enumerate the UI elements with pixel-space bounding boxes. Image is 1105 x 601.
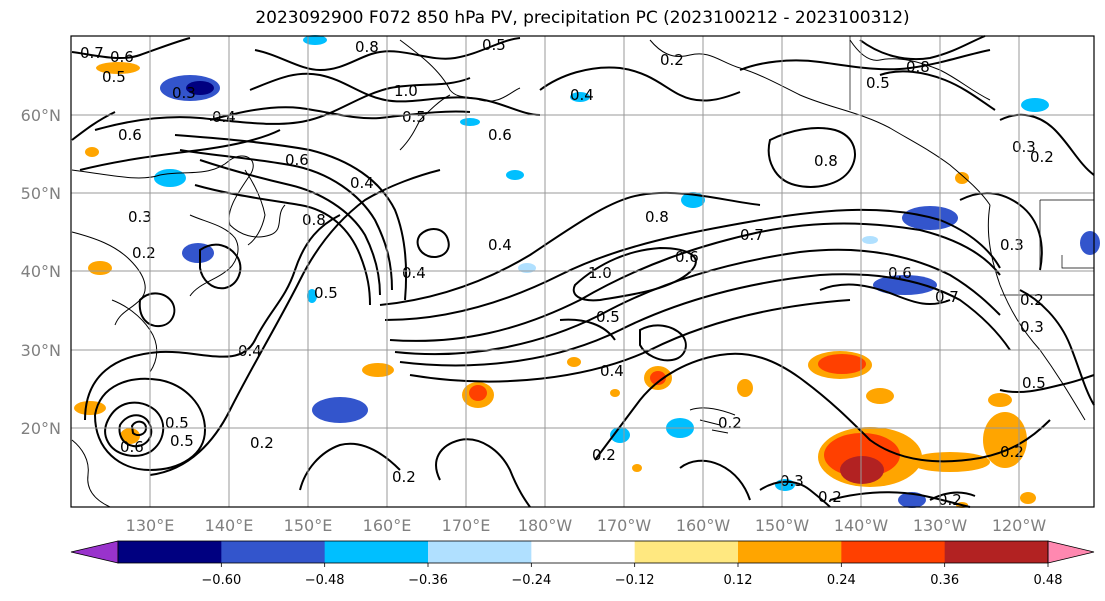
colorbar-tick-label: −0.12 <box>615 573 655 588</box>
longitude-label: 130°W <box>913 516 968 535</box>
contour-label: 0.6 <box>285 151 309 169</box>
longitude-label: 150°E <box>284 516 333 535</box>
contour-label: 0.2 <box>132 244 156 262</box>
contour-label: 0.4 <box>402 264 426 282</box>
contour-label: 0.2 <box>938 491 962 509</box>
contour-label: 0.5 <box>314 284 338 302</box>
colorbar-segment <box>738 541 842 563</box>
contour-label: 0.3 <box>128 208 152 226</box>
longitude-label: 180°W <box>518 516 573 535</box>
contour-label: 0.2 <box>1030 148 1054 166</box>
colorbar-segment <box>841 541 946 563</box>
longitude-label: 140°E <box>205 516 254 535</box>
contour-label: 1.0 <box>588 264 612 282</box>
contour-label: 0.3 <box>1020 318 1044 336</box>
contour-label: 0.4 <box>570 86 594 104</box>
contour-label: 0.8 <box>814 152 838 170</box>
latitude-label: 60°N <box>21 106 61 125</box>
political-borders <box>849 36 1094 296</box>
contour-label: 0.2 <box>818 488 842 506</box>
contour-label: 0.3 <box>780 472 804 490</box>
contour-label: 0.3 <box>1012 138 1036 156</box>
colorbar-segment <box>634 541 739 563</box>
contour-label: 0.4 <box>212 108 236 126</box>
contour-label: 0.2 <box>392 468 416 486</box>
colorbar-tick-label: −0.36 <box>408 573 448 588</box>
contour-label: 0.2 <box>718 414 742 432</box>
colorbar-tick-label: 0.24 <box>827 573 856 588</box>
colorbar-tick-label: 0.12 <box>724 573 753 588</box>
contour-label: 0.4 <box>600 362 624 380</box>
contour-label: 0.2 <box>1020 291 1044 309</box>
contour-label: 0.3 <box>1000 236 1024 254</box>
graticule <box>71 36 1094 507</box>
longitude-label: 150°W <box>755 516 810 535</box>
contour-label: 0.2 <box>1000 443 1024 461</box>
contour-label: 0.5 <box>596 308 620 326</box>
contour-label: 0.4 <box>350 174 374 192</box>
contour-label: 0.2 <box>250 434 274 452</box>
contour-label: 0.6 <box>118 126 142 144</box>
contour-label: 0.2 <box>660 51 684 69</box>
contour-label: 0.5 <box>1022 374 1046 392</box>
contour-label: 0.6 <box>120 438 144 456</box>
contour-label: 0.5 <box>866 74 890 92</box>
contour-label: 0.5 <box>170 432 194 450</box>
latitude-label: 20°N <box>21 419 61 438</box>
contour-label: 1.0 <box>394 82 418 100</box>
contour-label: 0.5 <box>102 68 126 86</box>
map-frame <box>70 35 1095 508</box>
contour-label: 0.7 <box>740 226 764 244</box>
colorbar: −0.60 −0.48 −0.36 −0.24 −0.12 0.12 0.24 0.36 0.4… <box>70 540 1095 588</box>
colorbar-tick-label: −0.48 <box>305 573 345 588</box>
colorbar-segment <box>531 541 636 563</box>
colorbar-tick-label: 0.48 <box>1034 573 1063 588</box>
latitude-label: 50°N <box>21 184 61 203</box>
colorbar-segment <box>428 541 532 563</box>
contour-label: 0.6 <box>488 126 512 144</box>
colorbar-tick-label: −0.24 <box>511 573 551 588</box>
contour-label: 0.8 <box>302 211 326 229</box>
longitude-label: 130°E <box>126 516 175 535</box>
latitude-label: 30°N <box>21 341 61 360</box>
contour-label: 0.8 <box>906 58 930 76</box>
contour-labels: 0.7 0.5 0.6 0.8 0.5 1.0 0.4 0.3 0.5 0.4 … <box>80 36 1054 509</box>
contour-label: 0.8 <box>355 38 379 56</box>
colorbar-segment <box>944 541 1049 563</box>
longitude-labels: 130°E 140°E 150°E 160°E 170°E 180°W 170°W 160°W… <box>126 516 1047 535</box>
longitude-label: 140°W <box>834 516 889 535</box>
precipitation-shading <box>74 35 1100 508</box>
contour-label: 0.7 <box>935 288 959 306</box>
contour-label: 0.6 <box>110 48 134 66</box>
contour-label: 0.6 <box>675 248 699 266</box>
longitude-label: 160°E <box>363 516 412 535</box>
contour-label: 0.4 <box>488 236 512 254</box>
colorbar-segment <box>221 541 326 563</box>
contour-label: 0.5 <box>482 36 506 54</box>
colorbar-tick-label: −0.60 <box>201 573 241 588</box>
colorbar-segment <box>324 541 429 563</box>
contour-label: 0.5 <box>402 108 426 126</box>
latitude-label: 40°N <box>21 262 61 281</box>
contour-label: 0.2 <box>592 446 616 464</box>
longitude-label: 170°E <box>442 516 491 535</box>
map-title: 2023092900 F072 850 hPa PV, precipitatio… <box>255 8 910 28</box>
colorbar-outline <box>117 540 1049 564</box>
latitude-labels: 60°N 50°N 40°N 30°N 20°N <box>21 106 61 438</box>
contour-label: 0.4 <box>238 342 262 360</box>
longitude-label: 170°W <box>597 516 652 535</box>
longitude-label: 120°W <box>992 516 1047 535</box>
colorbar-extend-low <box>70 540 119 564</box>
contour-label: 0.5 <box>165 414 189 432</box>
colorbar-extend-high <box>1047 540 1095 564</box>
contour-label: 0.6 <box>888 264 912 282</box>
longitude-label: 160°W <box>676 516 731 535</box>
contour-label: 0.3 <box>172 84 196 102</box>
pv-contour-lines <box>71 35 1095 508</box>
contour-label: 0.7 <box>80 44 104 62</box>
contour-label: 0.8 <box>645 208 669 226</box>
colorbar-tick-label: 0.36 <box>930 573 959 588</box>
colorbar-segment <box>118 541 222 563</box>
